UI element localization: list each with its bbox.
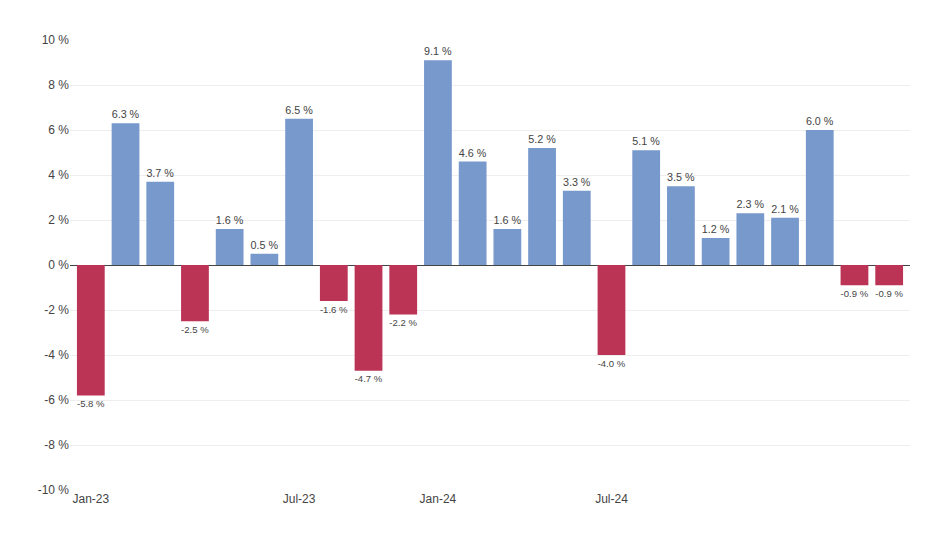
svg-text:9.1 %: 9.1 % xyxy=(424,45,452,57)
svg-text:-2.2 %: -2.2 % xyxy=(389,317,417,328)
svg-text:1.2 %: 1.2 % xyxy=(702,223,730,235)
svg-text:-0.9 %: -0.9 % xyxy=(875,288,903,299)
svg-text:1.6 %: 1.6 % xyxy=(493,214,521,226)
svg-text:5.1 %: 5.1 % xyxy=(632,135,660,147)
svg-text:4 %: 4 % xyxy=(48,168,69,182)
svg-text:2 %: 2 % xyxy=(48,213,69,227)
svg-text:6.3 %: 6.3 % xyxy=(112,108,140,120)
svg-text:-8 %: -8 % xyxy=(44,438,69,452)
svg-text:6 %: 6 % xyxy=(48,123,69,137)
svg-text:10 %: 10 % xyxy=(42,33,70,47)
svg-text:2.3 %: 2.3 % xyxy=(736,198,764,210)
svg-text:-4 %: -4 % xyxy=(44,348,69,362)
svg-text:-4.0 %: -4.0 % xyxy=(598,358,626,369)
svg-text:-6 %: -6 % xyxy=(44,393,69,407)
svg-text:3.5 %: 3.5 % xyxy=(667,171,695,183)
svg-text:-5.8 %: -5.8 % xyxy=(77,398,105,409)
svg-text:-0.9 %: -0.9 % xyxy=(841,288,869,299)
svg-text:Jan-23: Jan-23 xyxy=(72,492,109,506)
svg-text:2.1 %: 2.1 % xyxy=(771,203,799,215)
svg-text:5.2 %: 5.2 % xyxy=(528,133,556,145)
svg-text:-1.6 %: -1.6 % xyxy=(320,304,348,315)
svg-text:6.5 %: 6.5 % xyxy=(285,104,313,116)
svg-text:3.3 %: 3.3 % xyxy=(563,176,591,188)
svg-text:Jul-24: Jul-24 xyxy=(595,492,628,506)
svg-text:Jul-23: Jul-23 xyxy=(283,492,316,506)
svg-text:-2 %: -2 % xyxy=(44,303,69,317)
svg-text:6.0 %: 6.0 % xyxy=(806,115,834,127)
svg-text:4.6 %: 4.6 % xyxy=(459,147,487,159)
svg-text:Jan-24: Jan-24 xyxy=(420,492,457,506)
svg-text:3.7 %: 3.7 % xyxy=(146,167,174,179)
svg-text:-4.7 %: -4.7 % xyxy=(355,373,383,384)
svg-text:1.6 %: 1.6 % xyxy=(216,214,244,226)
svg-text:0.5 %: 0.5 % xyxy=(251,239,279,251)
svg-text:-2.5 %: -2.5 % xyxy=(181,324,209,335)
svg-text:-10 %: -10 % xyxy=(38,483,70,497)
svg-text:8 %: 8 % xyxy=(48,78,69,92)
svg-text:0 %: 0 % xyxy=(48,258,69,272)
